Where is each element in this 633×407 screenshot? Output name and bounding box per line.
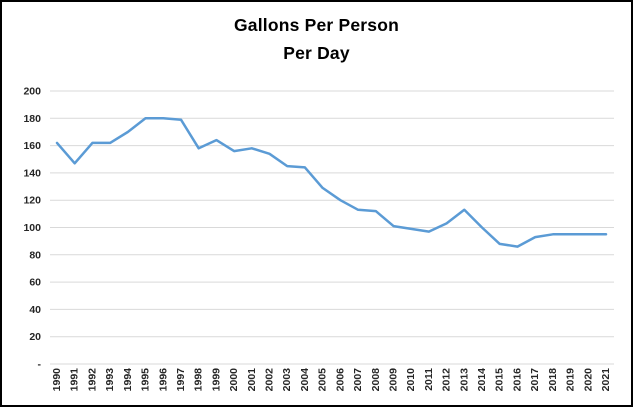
data-series-line: [55, 117, 608, 248]
x-axis-tick-label: 2014: [476, 368, 488, 392]
x-axis-tick-label: 2019: [565, 368, 577, 392]
x-axis-tick-label: 2006: [334, 368, 346, 392]
x-axis-tick-label: 2009: [387, 368, 399, 392]
x-axis-tick-label: 1993: [104, 368, 116, 392]
x-axis-tick-label: 1997: [175, 368, 187, 392]
x-axis-tick-label: 1992: [86, 368, 98, 392]
x-axis-tick-label: 2017: [529, 368, 541, 392]
y-axis-tick-label: 60: [29, 277, 41, 289]
x-axis-tick-label: 2004: [299, 368, 311, 392]
y-axis-tick-label: 20: [29, 331, 41, 343]
x-axis-tick-label: 2015: [494, 368, 506, 392]
y-axis-tick-label: 40: [29, 304, 41, 316]
x-axis-tick-label: 1999: [210, 368, 222, 392]
x-axis-tick-label: 1990: [51, 368, 63, 392]
x-axis-tick-label: 1994: [122, 368, 134, 392]
chart-title-line-2: Per Day: [283, 43, 350, 63]
x-axis-tick-label: 2007: [352, 368, 364, 392]
x-axis-tick-label: 1991: [69, 368, 81, 392]
x-axis-tick-label: 2008: [370, 368, 382, 392]
y-axis-tick-label: -: [38, 359, 42, 371]
y-axis-tick-label: 140: [23, 167, 41, 179]
x-axis-tick-label: 2005: [317, 368, 329, 392]
x-axis-tick-label: 2002: [264, 368, 276, 392]
x-axis-tick-label: 2011: [423, 368, 435, 391]
x-axis-tick-label: 2021: [600, 368, 612, 392]
chart-title-line-1: Gallons Per Person: [233, 15, 400, 35]
x-axis-tick-label: 1996: [157, 368, 169, 392]
y-axis-tick-label: 180: [23, 113, 41, 125]
y-axis-tick-label: 200: [23, 86, 41, 98]
x-axis-tick-label: 1995: [140, 368, 152, 392]
x-axis-tick-label: 2012: [441, 368, 453, 392]
y-axis-tick-label: 160: [23, 140, 41, 152]
x-axis-tick-label: 2020: [582, 368, 594, 392]
chart-title: Gallons Per Person Per Day: [2, 11, 631, 67]
y-axis-tick-label: 100: [23, 222, 41, 234]
y-axis-tick-label: 80: [29, 249, 41, 261]
x-axis-tick-label: 1998: [193, 368, 205, 392]
x-axis-tick-label: 2003: [281, 368, 293, 392]
x-axis-tick-label: 2018: [547, 368, 559, 392]
x-axis-tick-label: 2000: [228, 368, 240, 392]
x-axis-tick-label: 2016: [511, 368, 523, 392]
x-axis-tick-label: 2010: [405, 368, 417, 392]
x-axis-tick-label: 2001: [246, 368, 258, 392]
x-axis-tick-label: 2013: [458, 368, 470, 392]
y-axis-tick-label: 120: [23, 195, 41, 207]
